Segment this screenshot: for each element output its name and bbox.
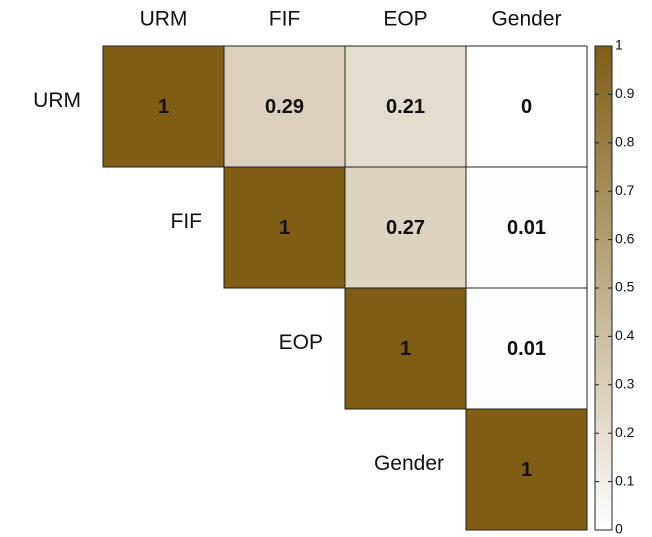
heatmap-cell [223, 45, 346, 168]
cell-value: 1 [279, 217, 290, 239]
color-bar-tick-label: 0.6 [615, 230, 635, 246]
row-label: Gender [374, 452, 444, 475]
heatmap-cell [465, 45, 588, 168]
heatmap-cell [223, 166, 346, 289]
color-bar-tick-label: 0.5 [615, 279, 635, 295]
color-bar-tick-label: 0.2 [615, 424, 635, 440]
column-label: Gender [491, 8, 561, 31]
heatmap-cell [102, 45, 225, 168]
cell-value: 0.21 [386, 96, 425, 118]
heatmap-cell [344, 287, 467, 410]
color-bar-tick-label: 0 [615, 521, 623, 537]
column-label: EOP [383, 8, 427, 31]
cell-value: 0.01 [507, 217, 546, 239]
color-bar-tick-label: 0.3 [615, 376, 635, 392]
column-label: FIF [269, 8, 301, 31]
color-bar-tick-label: 1 [615, 37, 623, 53]
cell-value: 0 [521, 96, 532, 118]
row-label: URM [33, 89, 81, 112]
color-bar-tick-label: 0.1 [615, 472, 635, 488]
row-label: EOP [279, 331, 323, 354]
color-bar-tick-label: 0.7 [615, 182, 635, 198]
row-label: FIF [171, 210, 203, 233]
heatmap-cell [344, 166, 467, 289]
cell-value: 0.29 [265, 96, 304, 118]
cell-value: 1 [521, 459, 532, 481]
cell-value: 1 [400, 338, 411, 360]
color-bar-tick-label: 0.4 [615, 327, 635, 343]
color-bar-tick-label: 0.9 [615, 85, 635, 101]
color-bar-tick-label: 0.8 [615, 134, 635, 150]
heatmap-cell [465, 408, 588, 531]
cell-value: 0.27 [386, 217, 425, 239]
cell-value: 0.01 [507, 338, 546, 360]
heatmap-cell [344, 45, 467, 168]
column-label: URM [140, 8, 188, 31]
cell-value: 1 [158, 96, 169, 118]
